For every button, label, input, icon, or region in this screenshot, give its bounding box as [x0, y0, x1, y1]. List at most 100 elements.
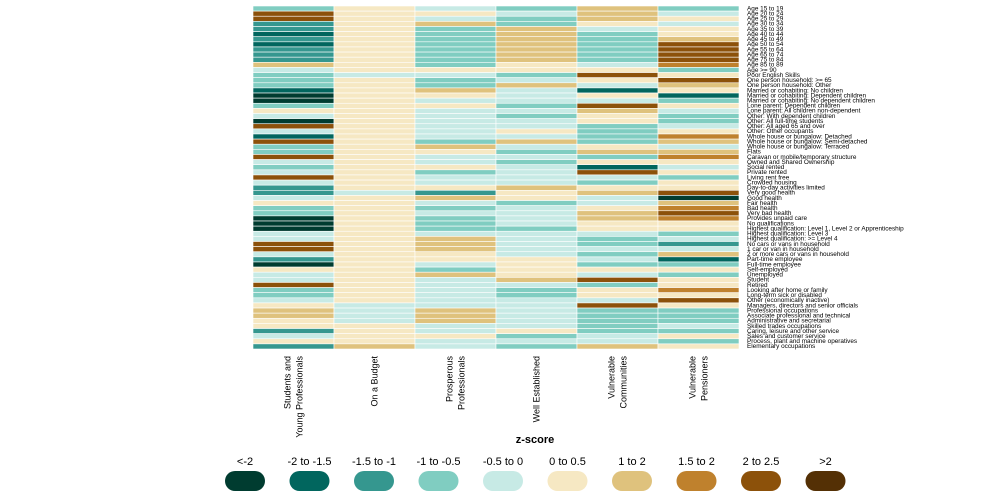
row-label: No cars or vans in household [747, 241, 830, 248]
heatmap-cell [657, 87, 740, 94]
heatmap-cell [657, 149, 740, 155]
heatmap-cell [252, 51, 335, 58]
heatmap-cell [333, 323, 416, 329]
heatmap-cell [495, 225, 578, 232]
heatmap-cell [414, 287, 497, 293]
heatmap-cell [252, 338, 335, 345]
row-label: Sales and customer service [747, 333, 826, 340]
heatmap-cell [576, 220, 659, 227]
row-label: Bad health [747, 205, 778, 212]
heatmap-cell [657, 343, 740, 350]
heatmap-cell [576, 108, 659, 114]
heatmap-cell [657, 5, 740, 12]
heatmap-cell [576, 179, 659, 186]
heatmap-cell [657, 241, 740, 247]
heatmap-cell [576, 128, 659, 135]
column-label: Well Established [532, 356, 542, 422]
row-label: Age 75 to 84 [747, 57, 784, 64]
heatmap-cell [576, 195, 659, 201]
heatmap-cell [495, 67, 578, 73]
heatmap-cell [333, 333, 416, 340]
heatmap-cell [252, 328, 335, 334]
heatmap-cell [495, 159, 578, 166]
heatmap-cell [657, 282, 740, 288]
heatmap-cell [252, 317, 335, 324]
heatmap-cell [252, 236, 335, 242]
heatmap-cell [414, 97, 497, 104]
heatmap-cell [495, 46, 578, 53]
heatmap-cell [657, 225, 740, 232]
heatmap-cell [252, 149, 335, 155]
heatmap-cell [495, 72, 578, 78]
heatmap-cell [657, 195, 740, 201]
heatmap-cell [495, 149, 578, 155]
row-label: Unemployed [747, 272, 783, 279]
heatmap-cell [414, 215, 497, 222]
heatmap-cell [576, 246, 659, 253]
heatmap-cell [495, 56, 578, 63]
heatmap-cell [252, 333, 335, 340]
heatmap-cell [495, 287, 578, 293]
heatmap-cell [495, 118, 578, 125]
column-label-line: Vulnerable [688, 356, 698, 399]
heatmap-cell [414, 195, 497, 201]
heatmap-cell [333, 82, 416, 89]
heatmap-cell [657, 41, 740, 48]
heatmap-cell [495, 26, 578, 32]
row-label: Highest qualification: Level 3 [747, 231, 829, 238]
heatmap-cell [576, 149, 659, 155]
heatmap-cell [657, 97, 740, 104]
heatmap-cell [252, 143, 335, 150]
row-label: Living rent free [747, 174, 790, 181]
heatmap-cell [495, 261, 578, 268]
heatmap-cell [414, 256, 497, 263]
legend-label: 0 to 0.5 [549, 456, 586, 468]
heatmap-cell [252, 133, 335, 140]
heatmap-cell [657, 292, 740, 299]
heatmap-cell [576, 154, 659, 160]
heatmap-cell [495, 143, 578, 150]
heatmap-cell [333, 118, 416, 125]
heatmap-cell [252, 164, 335, 171]
heatmap-cell [414, 317, 497, 324]
heatmap-cell [252, 10, 335, 17]
row-label: Long-term sick or disabled [747, 292, 822, 299]
legend-title: z-score [516, 434, 555, 446]
legend-swatch [741, 471, 781, 491]
heatmap-cell [657, 10, 740, 17]
heatmap-cell [414, 343, 497, 350]
heatmap-cell [495, 333, 578, 340]
heatmap-cell [252, 343, 335, 350]
heatmap-cell [333, 26, 416, 32]
row-label: Highest qualification: Level 1, Level 2 … [747, 225, 904, 232]
heatmap-cell [576, 62, 659, 68]
row-label: Lone parent: Dependent children [747, 103, 841, 110]
heatmap-cell [333, 266, 416, 273]
legend-label: -0.5 to 0 [483, 456, 523, 468]
row-label: Married or cohabiting: Dependent childre… [747, 92, 866, 99]
heatmap-cell [414, 123, 497, 130]
legend-label: -2 to -1.5 [287, 456, 331, 468]
heatmap-cell [333, 338, 416, 345]
column-label-line: Professionals [457, 356, 467, 411]
heatmap-cell [576, 26, 659, 32]
heatmap-cell [495, 128, 578, 135]
row-label: Looking after home or family [747, 287, 828, 294]
heatmap-cell [495, 123, 578, 130]
row-label: Other: Other occupants [747, 128, 813, 135]
heatmap-cell [576, 46, 659, 53]
row-label: Fair health [747, 200, 778, 207]
heatmap-cell [333, 5, 416, 12]
heatmap-cell [576, 21, 659, 27]
row-label: Managers, directors and senior officials [747, 302, 858, 309]
heatmap-cell [657, 236, 740, 242]
heatmap-cell [576, 189, 659, 196]
heatmap-cell [252, 97, 335, 104]
row-label: Elementary occupations [747, 343, 815, 350]
column-label-line: Well Established [532, 356, 542, 422]
heatmap-cell [252, 195, 335, 201]
heatmap-cell [495, 154, 578, 160]
row-label: One person household: Other [747, 82, 832, 89]
heatmap-cell [576, 210, 659, 217]
